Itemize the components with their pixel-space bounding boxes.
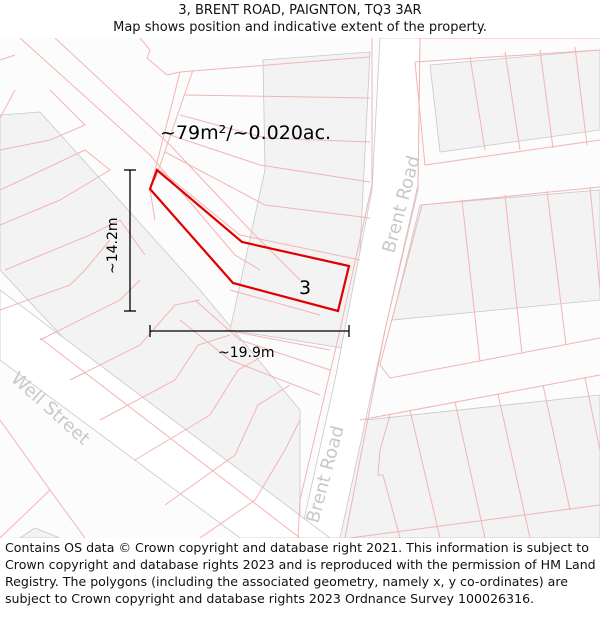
property-address-title: 3, BRENT ROAD, PAIGNTON, TQ3 3AR xyxy=(178,3,422,18)
parcel-boundaries xyxy=(0,38,600,538)
dimension-lines xyxy=(124,169,350,337)
property-map[interactable]: Brent Road Brent Road Well Street ~79m²/… xyxy=(0,38,600,538)
copyright-attribution: Contains OS data © Crown copyright and d… xyxy=(5,540,596,606)
area-label: ~79m²/~0.020ac. xyxy=(160,122,331,144)
map-subtitle: Map shows position and indicative extent… xyxy=(113,20,487,35)
map-header: 3, BRENT ROAD, PAIGNTON, TQ3 3AR Map sho… xyxy=(0,0,600,38)
property-boundary[interactable] xyxy=(148,168,351,313)
width-dimension-label: ~19.9m xyxy=(218,345,275,361)
plot-number-label: 3 xyxy=(299,277,311,299)
height-dimension-label: ~14.2m xyxy=(105,217,121,274)
